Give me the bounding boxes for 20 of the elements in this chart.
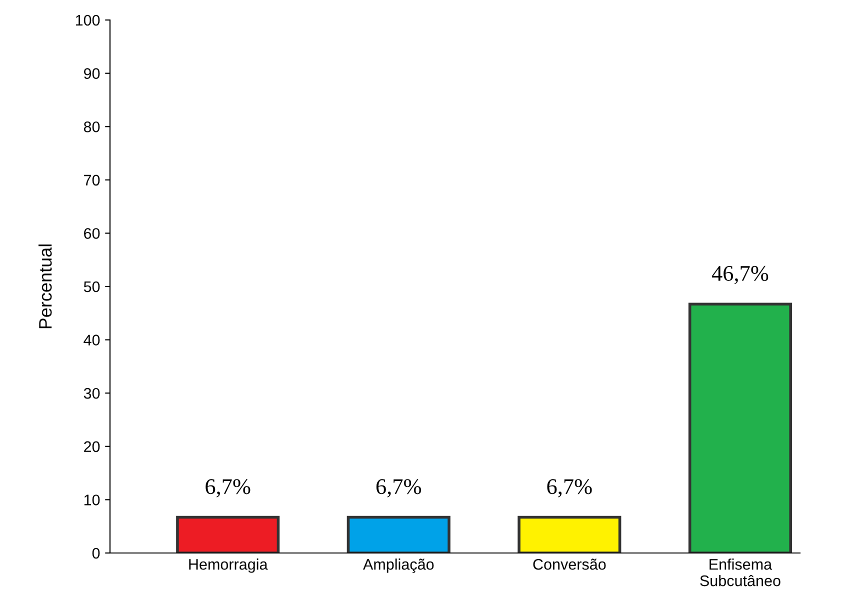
- y-tick-label: 0: [92, 548, 100, 559]
- y-tick-label: 60: [84, 228, 100, 239]
- y-tick-label: 50: [84, 281, 100, 292]
- data-label: 6,7%: [547, 479, 592, 498]
- y-axis-title: Percentual: [38, 244, 52, 328]
- x-tick-label: Hemorragia: [189, 558, 268, 573]
- y-tick-label: 40: [84, 334, 100, 346]
- x-tick-label: Enfisema Subcutâneo: [700, 558, 780, 586]
- y-tick-label: 20: [84, 441, 100, 452]
- y-tick-label: 90: [84, 68, 100, 79]
- data-label: 46,7%: [712, 266, 768, 284]
- y-tick-label: 30: [84, 388, 100, 399]
- data-label: 6,7%: [206, 479, 250, 498]
- y-tick-label: 100: [76, 14, 100, 26]
- y-tick-label: 10: [84, 494, 100, 506]
- x-tick-label: Conversão: [533, 558, 606, 570]
- x-tick-label: Ampliação: [363, 558, 434, 573]
- data-label: 6,7%: [376, 479, 422, 498]
- y-tick-label: 80: [84, 121, 100, 132]
- y-tick-label: 70: [84, 174, 100, 186]
